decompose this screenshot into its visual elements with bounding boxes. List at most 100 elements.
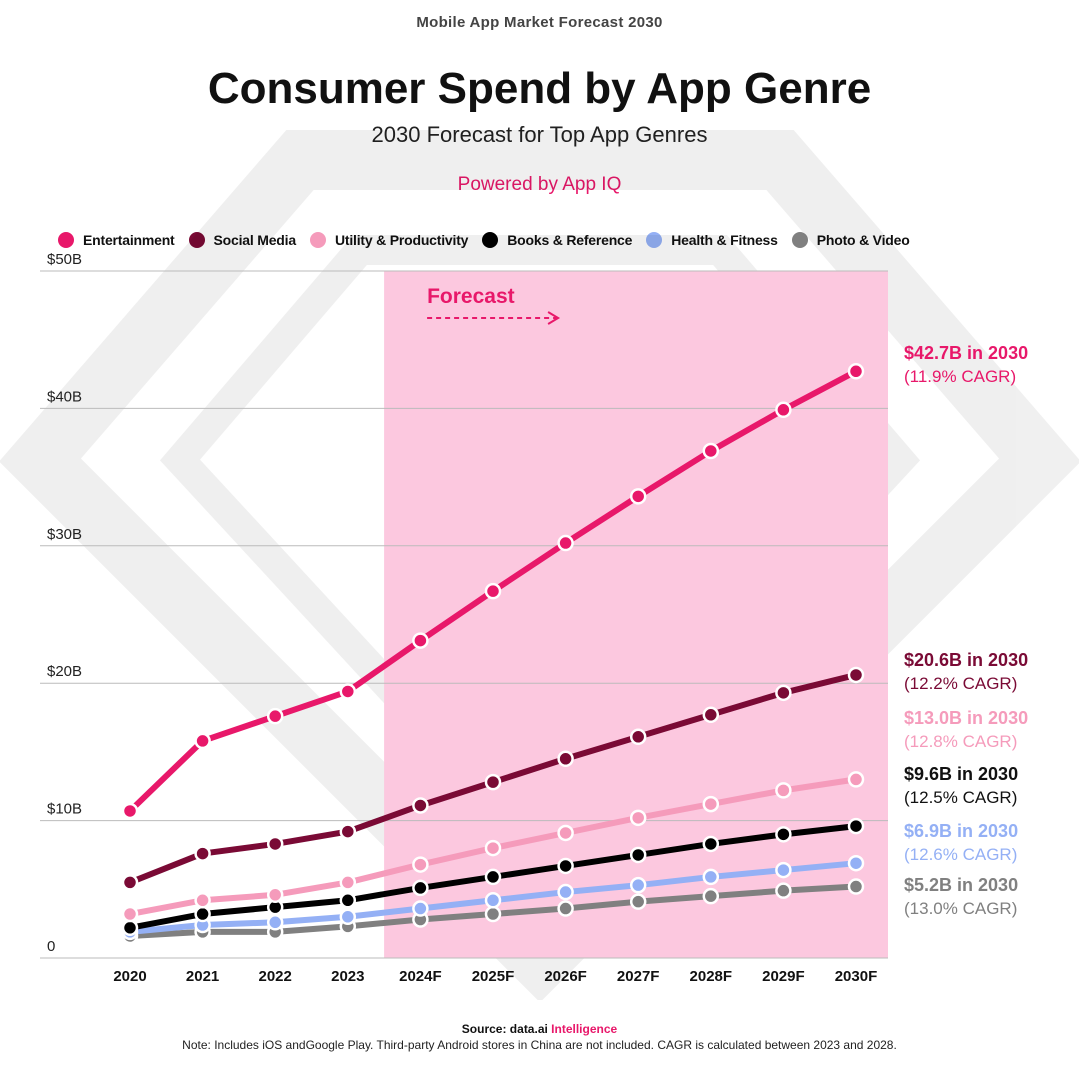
source-note: Source: data.ai Intelligence xyxy=(0,1022,1079,1036)
y-tick-label: 0 xyxy=(47,938,55,955)
end-value: $9.6B in 2030 xyxy=(904,764,1019,784)
chart-subtitle: 2030 Forecast for Top App Genres xyxy=(371,122,708,147)
legend-label: Health & Fitness xyxy=(671,232,778,248)
end-label: $20.6B in 2030 (12.2% CAGR) xyxy=(904,648,1028,696)
legend-swatch xyxy=(58,232,74,248)
legend-item: Utility & Productivity xyxy=(309,232,468,248)
data-point xyxy=(484,773,502,791)
x-tick-label: 2025F xyxy=(472,968,515,985)
y-tick-label: $40B xyxy=(47,388,82,405)
forecast-band xyxy=(384,271,888,958)
data-point xyxy=(629,893,647,910)
data-point xyxy=(121,874,139,891)
end-value: $20.6B in 2030 xyxy=(904,650,1029,670)
data-point xyxy=(484,582,502,600)
footnote: Note: Includes iOS andGoogle Play. Third… xyxy=(182,1038,897,1052)
legend-item: Photo & Video xyxy=(791,232,910,248)
data-point xyxy=(412,797,429,814)
legend-swatch xyxy=(188,232,205,248)
data-point xyxy=(775,401,792,419)
end-value: $5.2B in 2030 xyxy=(904,875,1019,895)
legend-swatch xyxy=(646,232,663,248)
data-point xyxy=(629,728,647,746)
chart-supertitle: Mobile App Market Forecast 2030 xyxy=(416,14,663,31)
legend-swatch xyxy=(482,232,499,248)
x-tick-label: 2030F xyxy=(835,968,878,985)
data-point xyxy=(847,878,865,895)
legend-item: Books & Reference xyxy=(482,232,632,248)
data-point xyxy=(484,868,502,886)
data-point xyxy=(484,892,502,909)
data-point xyxy=(557,857,574,875)
data-point xyxy=(847,771,865,788)
legend-label: Entertainment xyxy=(83,232,175,248)
data-point xyxy=(412,856,429,873)
data-point xyxy=(847,666,865,684)
data-point xyxy=(339,683,357,700)
data-point xyxy=(629,488,647,505)
end-cagr: (12.6% CAGR) xyxy=(904,845,1018,864)
chart-title: Consumer Spend by App Genre xyxy=(207,64,872,113)
data-point xyxy=(484,839,502,857)
forecast-label: Forecast xyxy=(427,285,515,308)
end-label: $6.9B in 2030 (12.6% CAGR) xyxy=(904,819,1018,867)
x-tick-label: 2020 xyxy=(113,968,146,985)
x-tick-label: 2023 xyxy=(331,968,364,985)
data-point xyxy=(775,861,792,879)
y-tick-label: $50B xyxy=(47,251,82,268)
data-point xyxy=(775,782,792,799)
data-point xyxy=(847,363,865,380)
legend-item: Health & Fitness xyxy=(646,232,778,248)
data-point xyxy=(194,732,211,750)
powered-by-label: Powered by App IQ xyxy=(457,174,622,195)
data-point xyxy=(702,887,720,905)
end-label: $9.6B in 2030 (12.5% CAGR) xyxy=(904,762,1018,810)
end-value: $13.0B in 2030 xyxy=(904,708,1029,728)
end-cagr: (13.0% CAGR) xyxy=(904,899,1018,918)
data-point xyxy=(775,882,792,899)
data-point xyxy=(339,908,357,926)
end-cagr: (11.9% CAGR) xyxy=(904,367,1017,386)
x-tick-label: 2028F xyxy=(690,968,733,985)
data-point xyxy=(412,900,429,917)
data-point xyxy=(194,905,211,923)
data-point xyxy=(557,534,574,552)
legend-swatch xyxy=(309,232,326,248)
y-tick-label: $20B xyxy=(47,663,82,680)
legend-swatch xyxy=(791,232,808,248)
data-point xyxy=(121,919,139,937)
forecast-arrow-head xyxy=(547,311,561,325)
data-point xyxy=(557,824,574,842)
data-point xyxy=(557,883,574,901)
x-tick-label: 2022 xyxy=(259,968,292,985)
data-point xyxy=(412,879,429,897)
x-tick-label: 2026F xyxy=(544,968,587,985)
data-point xyxy=(339,874,357,891)
data-point xyxy=(557,900,574,917)
data-point xyxy=(121,802,139,820)
legend-label: Social Media xyxy=(213,232,297,248)
x-tick-label: 2024F xyxy=(399,968,442,985)
end-cagr: (12.5% CAGR) xyxy=(904,788,1018,807)
data-point xyxy=(847,817,865,835)
data-point xyxy=(266,835,284,853)
end-value: $6.9B in 2030 xyxy=(904,821,1019,841)
y-tick-label: $10B xyxy=(47,801,82,818)
x-tick-label: 2021 xyxy=(186,968,219,985)
data-point xyxy=(194,845,211,862)
legend-label: Books & Reference xyxy=(507,232,633,248)
end-value: $42.7B in 2030 xyxy=(904,343,1029,363)
end-label: $5.2B in 2030 (13.0% CAGR) xyxy=(904,873,1018,921)
data-point xyxy=(266,886,284,904)
end-cagr: (12.8% CAGR) xyxy=(904,732,1018,751)
end-label: $42.7B in 2030 (11.9% CAGR) xyxy=(904,341,1028,389)
x-tick-label: 2027F xyxy=(617,968,660,985)
legend-item: Entertainment xyxy=(58,232,175,248)
legend-label: Photo & Video xyxy=(816,232,910,248)
data-point xyxy=(702,868,720,886)
chart-plot-area: Forecast 0 $10B $20B $30B $40B $50B 2020 2021 202… xyxy=(0,130,1079,1000)
data-point xyxy=(484,905,502,923)
data-point xyxy=(702,706,720,724)
data-point xyxy=(266,707,284,725)
